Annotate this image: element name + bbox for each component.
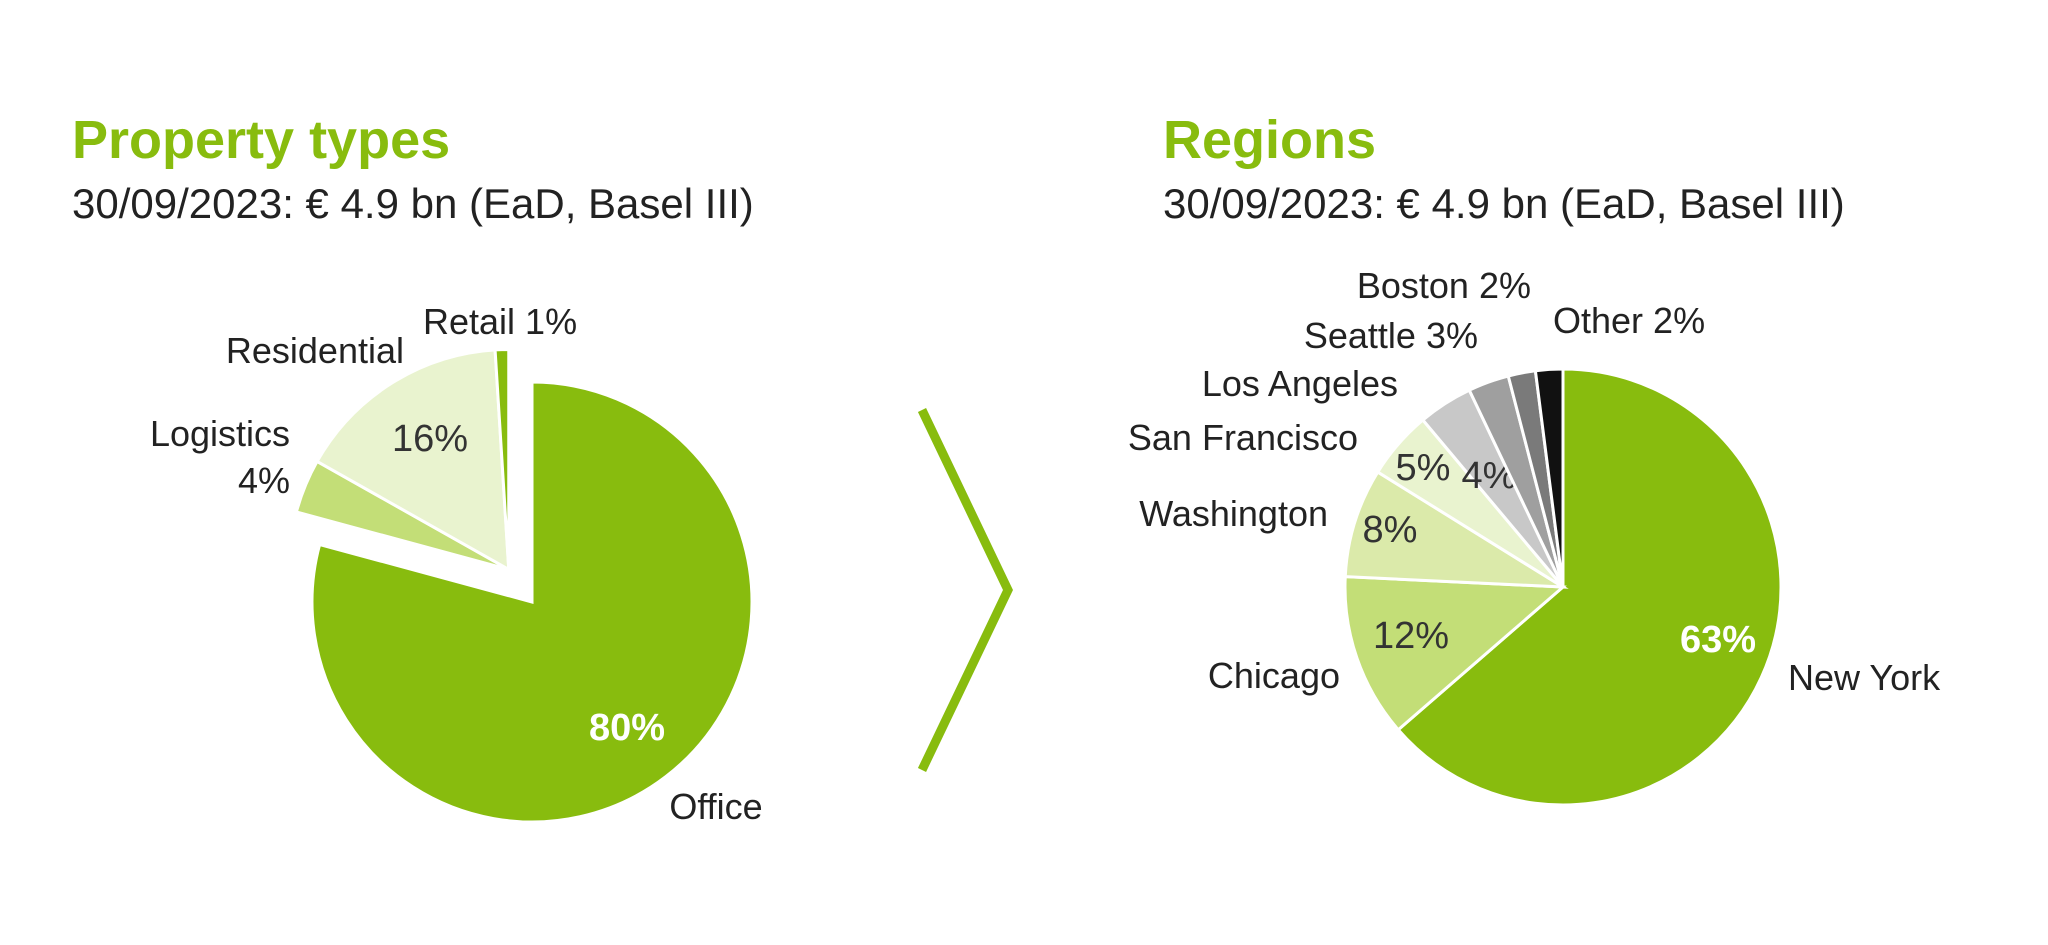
slice-office: [310, 380, 754, 824]
slice-other: [1533, 367, 1565, 588]
pct-label-washington: 8%: [1363, 509, 1418, 551]
category-label-residential: Residential: [226, 330, 404, 371]
category-label-los-angeles: Los Angeles: [1202, 363, 1398, 404]
slice-retail: [493, 347, 511, 570]
slice-chicago: [1343, 575, 1567, 732]
property-types-title: Property types: [72, 110, 451, 170]
pct-label-new-york: 63%: [1680, 619, 1756, 661]
category-label-boston: Boston 2%: [1357, 265, 1531, 306]
pct-label-residential: 16%: [392, 418, 468, 460]
category-label-san-francisco: San Francisco: [1128, 417, 1358, 458]
pct-label-san-francisco: 5%: [1396, 447, 1451, 489]
chevron-arrow-icon: [917, 408, 1013, 772]
pct-label-boston: 2%: [1469, 265, 1531, 306]
property-types-subtitle: 30/09/2023: € 4.9 bn (EaD, Basel III): [72, 180, 754, 227]
regions-subtitle: 30/09/2023: € 4.9 bn (EaD, Basel III): [1163, 180, 1845, 227]
slice-washington: [1343, 469, 1569, 589]
pct-label-seattle: 3%: [1416, 315, 1478, 356]
slice-new-york: [1396, 367, 1783, 807]
category-label-chicago: Chicago: [1208, 655, 1340, 696]
regions-pie: 63% New York 12% Chicago 8% Washington 5% San F…: [1128, 265, 1941, 807]
pct-label-retail: 1%: [515, 301, 577, 342]
category-label-seattle: Seattle 3%: [1304, 315, 1478, 356]
category-label-new-york: New York: [1788, 657, 1941, 698]
category-label-retail: Retail 1%: [423, 301, 577, 342]
pct-label-chicago: 12%: [1373, 615, 1449, 657]
category-label-washington: Washington: [1139, 493, 1328, 534]
pct-label-logistics: 4%: [238, 460, 290, 501]
category-label-office: Office: [669, 786, 762, 827]
pct-label-other: 2%: [1643, 300, 1705, 341]
property-types-pie: 80%Office Logistics 4% 16% Residential Retail…: [150, 301, 763, 827]
pct-label-office: 80%: [589, 707, 665, 749]
category-label-logistics: Logistics: [150, 413, 290, 454]
category-label-other: Other 2%: [1553, 300, 1705, 341]
regions-title: Regions: [1163, 110, 1377, 170]
slice-residential: [315, 348, 511, 573]
